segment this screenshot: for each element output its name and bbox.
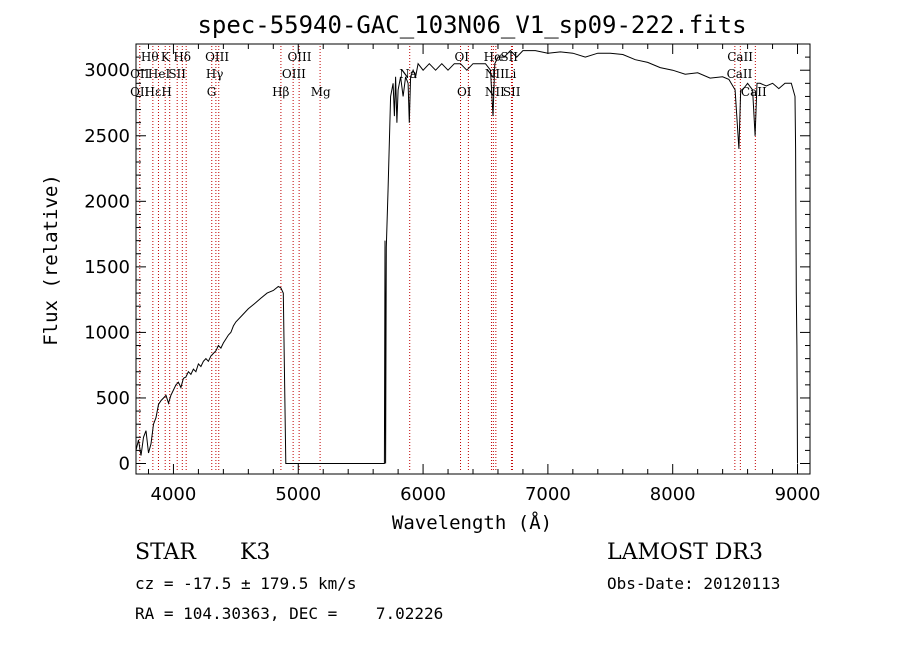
line-marker-label: NII <box>485 85 505 99</box>
survey-name: LAMOST DR3 <box>607 540 763 565</box>
y-tick-label: 500 <box>96 388 130 409</box>
coordinates-readout: RA = 104.30363, DEC = 7.02226 <box>135 604 444 623</box>
plot-frame <box>135 43 811 475</box>
line-marker-label: Hα <box>484 50 503 64</box>
spectrum-line <box>135 49 798 464</box>
line-marker-label: Hγ <box>206 67 224 81</box>
line-marker-label: SII <box>503 85 521 99</box>
line-marker-label: CaII <box>727 67 753 81</box>
y-tick-label: 0 <box>119 454 130 475</box>
y-tick-label: 2500 <box>84 126 130 147</box>
x-tick-label: 4000 <box>151 484 197 505</box>
x-tick-label: 5000 <box>275 484 321 505</box>
obs-date: Obs-Date: 20120113 <box>607 574 781 593</box>
line-marker-label: OII <box>130 85 150 99</box>
line-marker-label: G <box>207 85 217 99</box>
object-subclass: K3 <box>240 540 271 565</box>
object-class: STAR <box>135 540 196 565</box>
line-marker-label: NII <box>485 67 505 81</box>
line-marker-label: Li <box>505 67 517 81</box>
chart-title: spec-55940-GAC_103N06_V1_sp09-222.fits <box>197 11 746 39</box>
x-axis-label: Wavelength (Å) <box>392 511 552 534</box>
y-axis-label: Flux (relative) <box>40 174 62 346</box>
line-markers <box>139 46 756 472</box>
velocity-readout: cz = -17.5 ± 179.5 km/s <box>135 574 357 593</box>
line-marker-label: Mg <box>311 85 331 99</box>
line-marker-label: OIII <box>282 67 306 81</box>
x-tick-label: 9000 <box>775 484 821 505</box>
line-marker-label: H <box>161 85 171 99</box>
line-marker-label: SII <box>168 67 186 81</box>
line-marker-label: K <box>161 50 171 64</box>
line-marker-label: HeI <box>148 67 171 81</box>
line-marker-label: OIII <box>287 50 311 64</box>
line-marker-label: OI <box>457 85 472 99</box>
x-tick-label: 7000 <box>525 484 571 505</box>
line-marker-label: CaII <box>727 50 753 64</box>
y-tick-label: 1500 <box>84 257 130 278</box>
line-marker-label: Hδ <box>173 50 191 64</box>
x-tick-label: 8000 <box>650 484 696 505</box>
y-tick-label: 3000 <box>84 60 130 81</box>
line-marker-label: Hθ <box>141 50 159 64</box>
y-tick-label: 2000 <box>84 191 130 212</box>
y-axis: 0 500 1000 1500 2000 2500 3000 <box>84 56 810 475</box>
line-marker-label: OII <box>130 67 150 81</box>
line-marker-label: Hβ <box>272 85 289 99</box>
line-marker-label: OIII <box>205 50 229 64</box>
x-axis: 4000 5000 6000 7000 8000 9000 <box>147 44 821 505</box>
x-tick-label: 6000 <box>400 484 446 505</box>
line-marker-label: Hε <box>145 85 162 99</box>
y-tick-label: 1000 <box>84 322 130 343</box>
line-marker-label: CaII <box>741 85 767 99</box>
line-marker-label: OI <box>454 50 469 64</box>
